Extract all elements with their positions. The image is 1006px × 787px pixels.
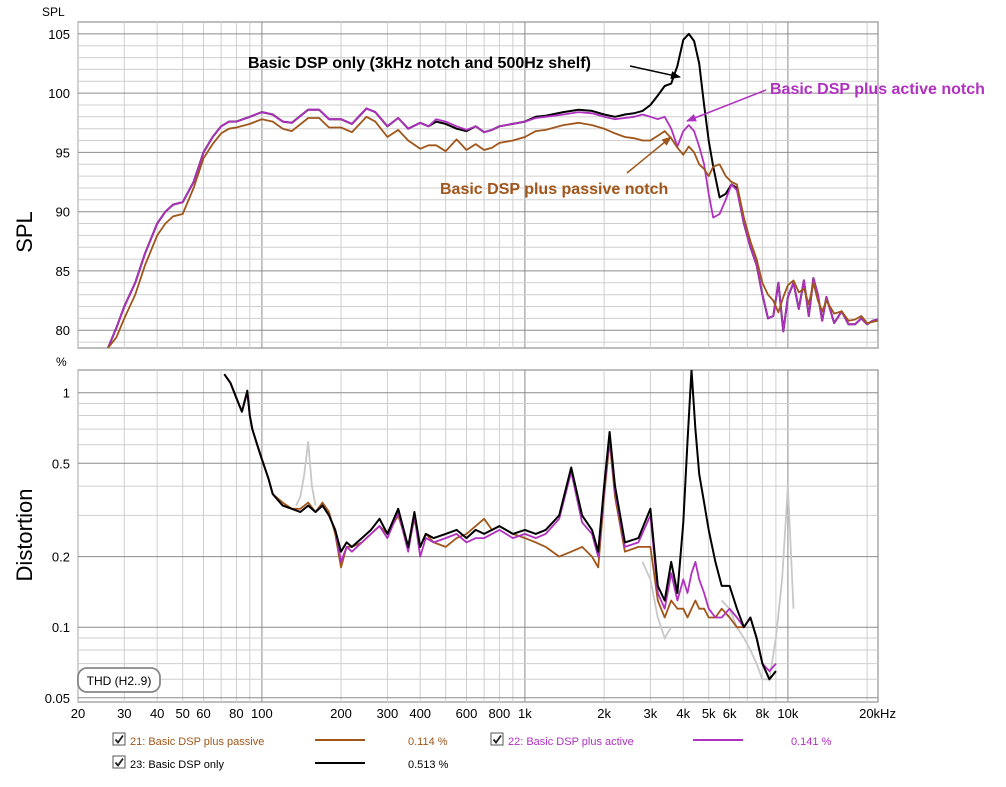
- x-tick-label: 80: [229, 706, 243, 721]
- legend-value-passive: 0.114 %: [408, 736, 448, 748]
- spl-y-tick-label: 105: [48, 27, 70, 42]
- x-tick-label: 200: [330, 706, 352, 721]
- thd-y-ticks: 1 0.5 0.2 0.1 0.05: [45, 386, 70, 706]
- annotation-dsp: Basic DSP only (3kHz notch and 500Hz she…: [248, 55, 591, 72]
- x-tick-label: 20: [71, 706, 85, 721]
- x-tick-label: 50: [175, 706, 189, 721]
- thd-badge-box[interactable]: [77, 667, 161, 693]
- legend-label-passive: 21: Basic DSP plus passive: [130, 736, 264, 748]
- legend-value-dsp: 0.513 %: [408, 759, 449, 771]
- spl-y-tick-label: 100: [48, 86, 70, 101]
- spl-series-line-active: [107, 107, 878, 348]
- thd-y-tick-label: 1: [63, 386, 70, 401]
- spl-y-tick-label: 95: [56, 145, 70, 160]
- spl-y-ticks: 105 100 95 90 85 80: [48, 27, 70, 338]
- spl-grid: [77, 22, 878, 348]
- legend-label-dsp: 23: Basic DSP only: [130, 759, 224, 771]
- x-tick-label: 300: [377, 706, 399, 721]
- annotation-active: Basic DSP plus active notch: [770, 81, 985, 98]
- thd-badge-label: THD (H2..9): [87, 674, 152, 688]
- x-tick-labels: 20 30 40 50 60 80 100 200 300 400 600 800 1k 2k 3k 4k 5k…: [71, 706, 896, 721]
- spl-unit-label: SPL: [42, 5, 65, 19]
- legend-checkbox-passive[interactable]: [112, 732, 126, 746]
- thd-series-line-dsp: [223, 370, 777, 681]
- thd-y-tick-label: 0.05: [45, 691, 70, 706]
- legend-label-active: 22: Basic DSP plus active: [508, 736, 634, 748]
- thd-ghost-trace: [295, 441, 317, 506]
- spl-series-line-passive: [107, 115, 878, 348]
- legend-checkmark-icon: [114, 734, 124, 744]
- thd-axis-title: Distortion: [12, 489, 37, 582]
- x-tick-label: 30: [117, 706, 131, 721]
- x-tick-label: 40: [150, 706, 164, 721]
- legend-checkmark-icon: [492, 734, 502, 744]
- thd-y-tick-label: 0.2: [52, 550, 70, 565]
- spl-plot-area[interactable]: [77, 21, 879, 349]
- x-tick-label: 800: [489, 706, 511, 721]
- spl-y-tick-label: 80: [56, 323, 70, 338]
- annotation-passive-arrow: [626, 136, 672, 174]
- legend-checkbox-dsp[interactable]: [112, 755, 126, 769]
- x-tick-label: 5k: [702, 706, 716, 721]
- x-tick-label: 6k: [723, 706, 737, 721]
- x-tick-label: 400: [409, 706, 431, 721]
- thd-y-tick-label: 0.5: [52, 456, 70, 471]
- thd-ghost-trace: [641, 561, 672, 641]
- annotation-passive: Basic DSP plus passive notch: [440, 181, 668, 198]
- thd-plot-area[interactable]: [77, 369, 879, 703]
- legend-value-active: 0.141 %: [791, 736, 832, 748]
- thd-series-group: [223, 370, 795, 681]
- x-tick-label: 20kHz: [859, 706, 896, 721]
- spl-axis-title: SPL: [12, 211, 37, 253]
- x-tick-label: 100: [251, 706, 273, 721]
- spl-y-tick-label: 85: [56, 264, 70, 279]
- thd-grid: [77, 370, 878, 702]
- x-tick-label: 3k: [644, 706, 658, 721]
- thd-unit-label: %: [56, 355, 67, 369]
- x-tick-label: 4k: [676, 706, 690, 721]
- thd-y-tick-label: 0.1: [52, 620, 70, 635]
- x-tick-label: 2k: [597, 706, 611, 721]
- x-tick-label: 10k: [777, 706, 798, 721]
- annotation-active-arrow: [686, 89, 767, 122]
- legend-checkmark-icon: [114, 757, 124, 767]
- annotation-dsp-arrow: [629, 65, 681, 79]
- x-tick-label: 60: [196, 706, 210, 721]
- x-tick-label: 600: [456, 706, 478, 721]
- spl-y-tick-label: 90: [56, 205, 70, 220]
- spl-series-group: [107, 32, 878, 348]
- legend-checkbox-active[interactable]: [490, 732, 504, 746]
- x-tick-label: 8k: [756, 706, 770, 721]
- x-tick-label: 1k: [518, 706, 532, 721]
- legend: 21: Basic DSP plus passive 0.114 % 22: Bas…: [112, 732, 832, 771]
